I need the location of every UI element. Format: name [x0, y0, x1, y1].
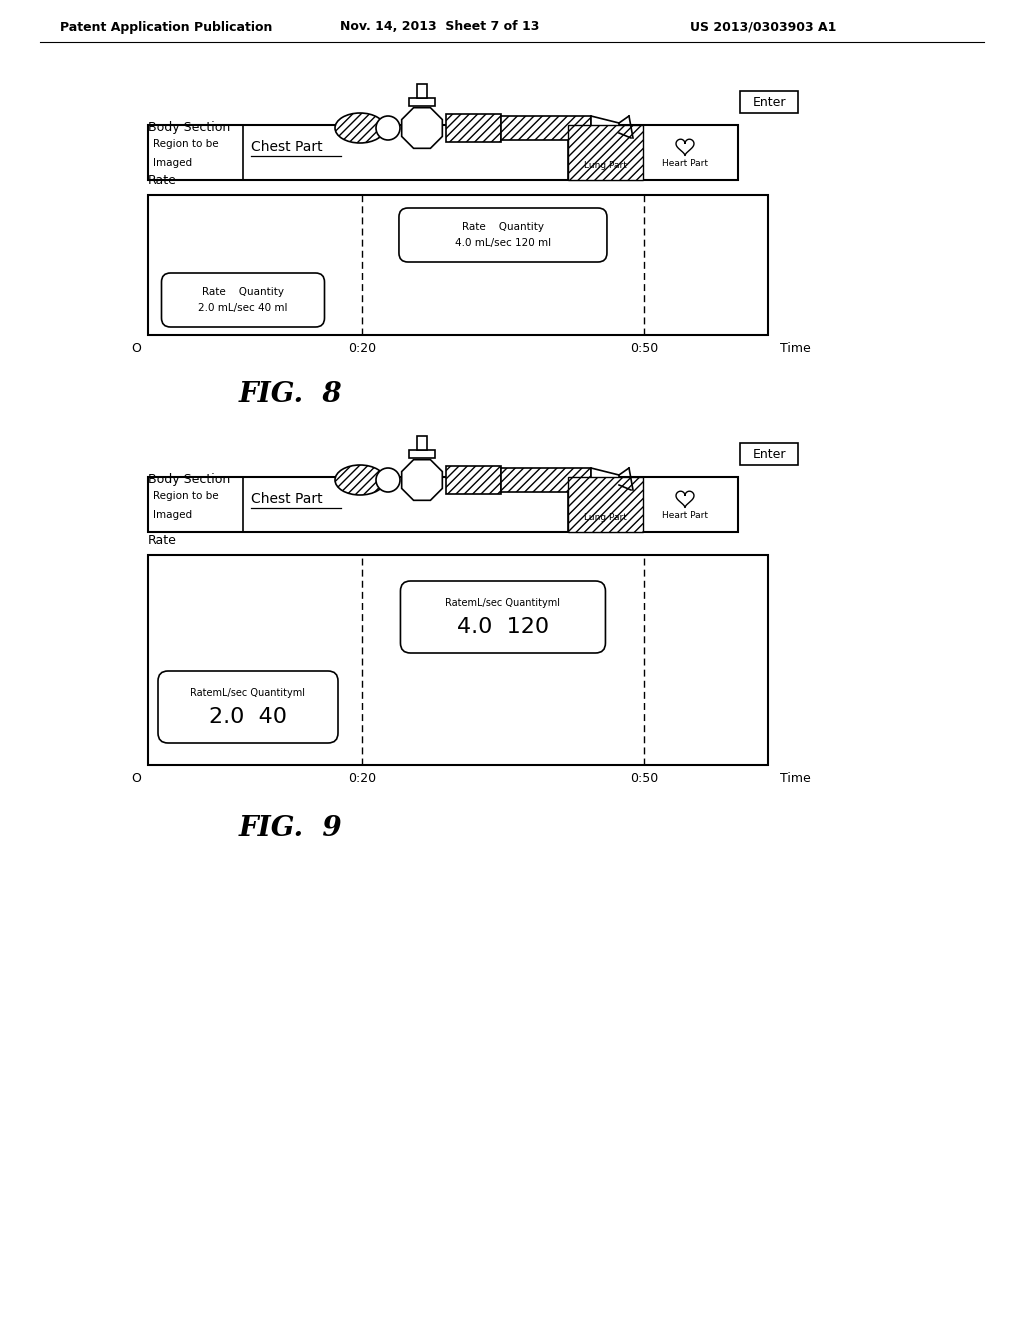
- Text: 2.0 mL/sec 40 ml: 2.0 mL/sec 40 ml: [199, 304, 288, 313]
- Bar: [446, 466, 501, 494]
- Text: 2.0  40: 2.0 40: [209, 708, 287, 727]
- Text: Imaged: Imaged: [153, 511, 193, 520]
- Text: Lung Part: Lung Part: [584, 161, 627, 170]
- Text: Rate: Rate: [148, 174, 177, 187]
- Text: Rate    Quantity: Rate Quantity: [462, 222, 544, 232]
- Bar: [501, 469, 591, 492]
- Polygon shape: [591, 469, 618, 492]
- Circle shape: [376, 116, 400, 140]
- FancyBboxPatch shape: [400, 581, 605, 653]
- Text: Time: Time: [780, 342, 811, 355]
- Text: Enter: Enter: [753, 447, 785, 461]
- Text: Patent Application Publication: Patent Application Publication: [60, 21, 272, 33]
- Text: RatemL/sec Quantityml: RatemL/sec Quantityml: [190, 688, 305, 698]
- Bar: [148, 554, 768, 766]
- Ellipse shape: [335, 465, 385, 495]
- Text: O: O: [131, 772, 141, 785]
- FancyBboxPatch shape: [399, 209, 607, 261]
- Text: Heart Part: Heart Part: [662, 511, 708, 520]
- Ellipse shape: [335, 114, 385, 143]
- Text: Enter: Enter: [753, 95, 785, 108]
- Text: O: O: [131, 342, 141, 355]
- Text: 4.0 mL/sec 120 ml: 4.0 mL/sec 120 ml: [455, 238, 551, 248]
- Bar: [501, 116, 591, 140]
- Polygon shape: [401, 459, 442, 500]
- Bar: [446, 114, 501, 143]
- Text: Region to be: Region to be: [153, 491, 219, 502]
- Bar: [740, 91, 798, 114]
- Polygon shape: [401, 108, 442, 148]
- Bar: [409, 450, 435, 458]
- Bar: [148, 125, 738, 180]
- Bar: [417, 436, 427, 450]
- Text: Nov. 14, 2013  Sheet 7 of 13: Nov. 14, 2013 Sheet 7 of 13: [340, 21, 540, 33]
- Text: Rate: Rate: [148, 535, 177, 546]
- Bar: [568, 125, 643, 180]
- Text: 0:20: 0:20: [348, 342, 376, 355]
- Bar: [148, 477, 738, 532]
- FancyBboxPatch shape: [162, 273, 325, 327]
- Text: 0:50: 0:50: [630, 342, 658, 355]
- Text: RatemL/sec Quantityml: RatemL/sec Quantityml: [445, 598, 560, 609]
- Text: 0:20: 0:20: [348, 772, 376, 785]
- Bar: [568, 477, 643, 532]
- Text: US 2013/0303903 A1: US 2013/0303903 A1: [690, 21, 837, 33]
- Text: Lung Part: Lung Part: [584, 513, 627, 521]
- Text: Time: Time: [780, 772, 811, 785]
- Text: Body Section: Body Section: [148, 474, 230, 487]
- Text: 4.0  120: 4.0 120: [457, 616, 549, 638]
- Bar: [409, 98, 435, 106]
- Bar: [148, 195, 768, 335]
- Text: FIG.  8: FIG. 8: [239, 381, 342, 408]
- Text: 0:50: 0:50: [630, 772, 658, 785]
- Bar: [740, 444, 798, 465]
- Text: Heart Part: Heart Part: [662, 158, 708, 168]
- Text: Region to be: Region to be: [153, 139, 219, 149]
- Polygon shape: [591, 116, 618, 140]
- FancyBboxPatch shape: [158, 671, 338, 743]
- Text: Chest Part: Chest Part: [251, 492, 323, 506]
- Circle shape: [376, 469, 400, 492]
- Text: FIG.  9: FIG. 9: [239, 814, 342, 842]
- Text: Rate    Quantity: Rate Quantity: [202, 286, 284, 297]
- Bar: [417, 84, 427, 98]
- Text: Body Section: Body Section: [148, 121, 230, 135]
- Text: Imaged: Imaged: [153, 158, 193, 169]
- Text: Chest Part: Chest Part: [251, 140, 323, 154]
